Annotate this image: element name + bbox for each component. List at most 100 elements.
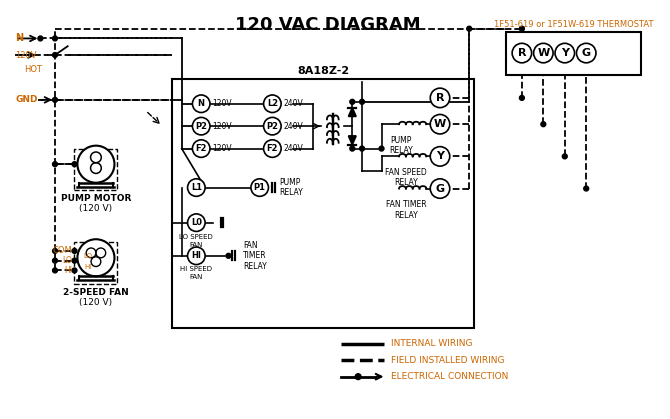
Text: 120V: 120V (212, 122, 232, 131)
Circle shape (52, 162, 58, 167)
Text: G: G (582, 48, 591, 58)
Circle shape (192, 95, 210, 113)
Circle shape (263, 140, 281, 158)
Text: FIELD INSTALLED WIRING: FIELD INSTALLED WIRING (391, 356, 505, 365)
Text: HOT: HOT (24, 65, 42, 74)
Polygon shape (348, 136, 356, 145)
Text: HI: HI (84, 264, 92, 271)
Circle shape (78, 146, 115, 183)
Text: Y: Y (436, 151, 444, 161)
Text: N: N (15, 34, 23, 44)
Text: (120 V): (120 V) (79, 298, 113, 307)
Text: G: G (436, 184, 445, 194)
Circle shape (188, 179, 205, 197)
Circle shape (430, 114, 450, 134)
Circle shape (430, 147, 450, 166)
Text: 120V: 120V (212, 144, 232, 153)
Circle shape (52, 248, 58, 253)
Circle shape (192, 140, 210, 158)
Circle shape (430, 179, 450, 198)
Text: HI: HI (64, 266, 72, 275)
Circle shape (263, 95, 281, 113)
Text: L1: L1 (191, 183, 202, 192)
Text: F2: F2 (267, 144, 278, 153)
Circle shape (52, 36, 58, 41)
Circle shape (192, 117, 210, 135)
Text: 1F51-619 or 1F51W-619 THERMOSTAT: 1F51-619 or 1F51W-619 THERMOSTAT (494, 20, 653, 28)
Circle shape (72, 248, 77, 253)
Circle shape (562, 154, 567, 159)
Bar (507, 31, 641, 75)
Text: P2: P2 (267, 122, 278, 131)
Circle shape (541, 122, 546, 127)
Text: LO: LO (84, 253, 92, 259)
Circle shape (52, 268, 58, 273)
Text: LO: LO (63, 256, 72, 265)
Text: P1: P1 (254, 183, 266, 192)
Text: FAN: FAN (190, 274, 203, 280)
Circle shape (355, 374, 361, 380)
Circle shape (512, 43, 531, 63)
Text: ELECTRICAL CONNECTION: ELECTRICAL CONNECTION (391, 372, 509, 381)
Circle shape (533, 43, 553, 63)
Text: W: W (434, 119, 446, 129)
Text: HI: HI (192, 251, 201, 260)
Text: 120V: 120V (212, 99, 232, 108)
Circle shape (226, 253, 231, 258)
Text: Y: Y (561, 48, 569, 58)
Text: R: R (518, 48, 526, 58)
Text: HI SPEED: HI SPEED (180, 266, 212, 272)
Circle shape (519, 26, 525, 31)
Text: 240V: 240V (283, 99, 303, 108)
Text: GND: GND (15, 96, 38, 104)
Text: COM: COM (53, 246, 72, 256)
Circle shape (360, 146, 364, 151)
Text: (120 V): (120 V) (79, 204, 113, 213)
Text: L2: L2 (267, 99, 278, 108)
Text: P2: P2 (195, 122, 207, 131)
Text: 120V: 120V (15, 51, 37, 59)
Circle shape (251, 179, 269, 197)
Text: F2: F2 (196, 144, 207, 153)
Text: 2-SPEED FAN: 2-SPEED FAN (63, 288, 129, 297)
Text: L0: L0 (191, 218, 202, 227)
Bar (74, 242, 117, 284)
Text: PUMP MOTOR: PUMP MOTOR (61, 194, 131, 203)
Circle shape (555, 43, 574, 63)
Polygon shape (348, 108, 356, 116)
Circle shape (72, 162, 77, 167)
Text: 240V: 240V (283, 144, 303, 153)
Circle shape (52, 52, 58, 57)
Circle shape (263, 117, 281, 135)
Circle shape (350, 146, 354, 151)
Text: PUMP
RELAY: PUMP RELAY (279, 178, 303, 197)
Circle shape (350, 99, 354, 104)
Circle shape (52, 258, 58, 263)
Circle shape (519, 96, 525, 100)
Circle shape (584, 186, 589, 191)
Text: INTERNAL WIRING: INTERNAL WIRING (391, 339, 473, 348)
Circle shape (430, 88, 450, 108)
Circle shape (188, 247, 205, 264)
Text: FAN SPEED
RELAY: FAN SPEED RELAY (385, 168, 427, 187)
Text: N: N (198, 99, 205, 108)
Text: FAN: FAN (190, 242, 203, 248)
Circle shape (52, 97, 58, 102)
Circle shape (72, 268, 77, 273)
Circle shape (188, 214, 205, 231)
Text: FAN TIMER
RELAY: FAN TIMER RELAY (385, 200, 426, 220)
Circle shape (72, 258, 77, 263)
Text: LO SPEED: LO SPEED (180, 234, 213, 240)
Circle shape (379, 146, 384, 151)
Circle shape (576, 43, 596, 63)
Circle shape (78, 239, 115, 276)
Circle shape (38, 36, 43, 41)
Text: 120 VAC DIAGRAM: 120 VAC DIAGRAM (235, 16, 421, 34)
Text: W: W (537, 48, 549, 58)
Text: FAN
TIMER
RELAY: FAN TIMER RELAY (243, 241, 267, 271)
Circle shape (360, 99, 364, 104)
Text: 8A18Z-2: 8A18Z-2 (297, 67, 349, 76)
Circle shape (467, 26, 472, 31)
Text: R: R (436, 93, 444, 103)
Text: 240V: 240V (283, 122, 303, 131)
